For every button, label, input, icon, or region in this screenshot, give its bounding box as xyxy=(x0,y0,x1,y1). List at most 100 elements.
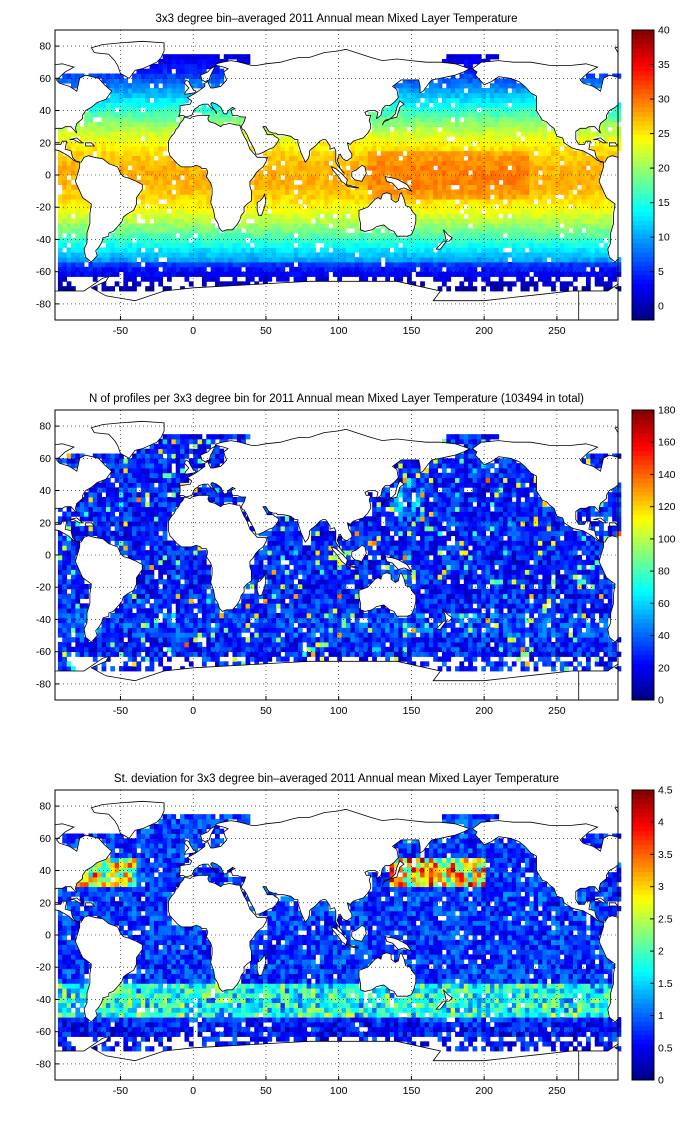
bin-cell xyxy=(84,642,89,647)
bin-cell xyxy=(586,272,591,277)
bin-cell xyxy=(145,122,150,127)
bin-cell xyxy=(503,194,508,199)
bin-cell xyxy=(377,272,382,277)
bin-cell xyxy=(459,156,464,161)
bin-cell xyxy=(58,657,63,662)
bin-cell xyxy=(62,647,67,652)
bin-cell xyxy=(599,642,604,647)
bin-cell xyxy=(512,199,517,204)
bin-cell xyxy=(272,647,277,652)
bin-cell xyxy=(276,219,281,224)
x-tick-label: 100 xyxy=(330,325,348,337)
bin-cell xyxy=(259,652,264,657)
bin-cell xyxy=(136,141,141,146)
bin-cell xyxy=(599,74,604,79)
bin-cell xyxy=(167,277,172,282)
bin-cell xyxy=(442,223,447,228)
bin-cell xyxy=(603,223,608,228)
bin-cell xyxy=(363,248,368,253)
bin-cell xyxy=(110,252,115,257)
bin-cell xyxy=(477,223,482,228)
bin-cell xyxy=(329,214,334,219)
bin-cell xyxy=(198,175,203,180)
bin-cell xyxy=(102,107,107,112)
bin-cell xyxy=(416,243,421,248)
bin-cell xyxy=(433,233,438,238)
bin-cell xyxy=(377,243,382,248)
bin-cell xyxy=(490,286,495,291)
bin-cell xyxy=(512,219,517,224)
bin-cell xyxy=(429,272,434,277)
bin-cell xyxy=(219,233,224,238)
bin-cell xyxy=(145,146,150,151)
bin-cell xyxy=(573,228,578,233)
bin-cell xyxy=(228,628,233,633)
bin-cell xyxy=(608,262,613,267)
bin-cell xyxy=(486,165,491,170)
bin-cell xyxy=(311,243,316,248)
bin-cell xyxy=(411,107,416,112)
bin-cell xyxy=(590,262,595,267)
bin-cell xyxy=(525,117,530,122)
bin-cell xyxy=(219,69,224,74)
bin-cell xyxy=(521,170,526,175)
bin-cell xyxy=(254,223,259,228)
bin-cell xyxy=(320,272,325,277)
bin-cell xyxy=(547,170,552,175)
bin-cell xyxy=(512,223,517,228)
bin-cell xyxy=(617,107,622,112)
bin-cell xyxy=(315,161,320,166)
bin-cell xyxy=(75,637,80,642)
bin-cell xyxy=(307,637,312,642)
bin-cell xyxy=(433,262,438,267)
bin-cell xyxy=(88,151,93,156)
bin-cell xyxy=(71,185,76,190)
bin-cell xyxy=(158,170,163,175)
bin-cell xyxy=(71,257,76,262)
bin-cell xyxy=(241,642,246,647)
bin-cell xyxy=(390,132,395,137)
bin-cell xyxy=(202,194,207,199)
bin-cell xyxy=(163,219,168,224)
bin-cell xyxy=(529,637,534,642)
bin-cell xyxy=(529,161,534,166)
bin-cell xyxy=(324,243,329,248)
bin-cell xyxy=(141,257,146,262)
bin-cell xyxy=(206,223,211,228)
bin-cell xyxy=(372,243,377,248)
bin-cell xyxy=(381,248,386,253)
bin-cell xyxy=(311,262,316,267)
bin-cell xyxy=(525,141,530,146)
bin-cell xyxy=(429,107,434,112)
bin-cell xyxy=(385,151,390,156)
bin-cell xyxy=(84,267,89,272)
bin-cell xyxy=(198,69,203,74)
bin-cell xyxy=(202,228,207,233)
bin-cell xyxy=(280,257,285,262)
bin-cell xyxy=(507,190,512,195)
bin-cell xyxy=(363,146,368,151)
bin-cell xyxy=(390,652,395,657)
bin-cell xyxy=(294,219,299,224)
bin-cell xyxy=(294,204,299,209)
bin-cell xyxy=(407,83,412,88)
bin-cell xyxy=(193,175,198,180)
bin-cell xyxy=(228,54,233,59)
bin-cell xyxy=(123,632,128,637)
bin-cell xyxy=(145,199,150,204)
bin-cell xyxy=(259,252,264,257)
bin-cell xyxy=(394,642,399,647)
bin-cell xyxy=(516,214,521,219)
bin-cell xyxy=(267,628,272,633)
bin-cell xyxy=(150,657,155,662)
bin-cell xyxy=(564,161,569,166)
bin-cell xyxy=(468,214,473,219)
bin-cell xyxy=(512,127,517,132)
bin-cell xyxy=(560,199,565,204)
bin-cell xyxy=(176,652,181,657)
bin-cell xyxy=(154,199,159,204)
bin-cell xyxy=(132,98,137,103)
bin-cell xyxy=(189,199,194,204)
bin-cell xyxy=(363,238,368,243)
bin-cell xyxy=(564,199,569,204)
